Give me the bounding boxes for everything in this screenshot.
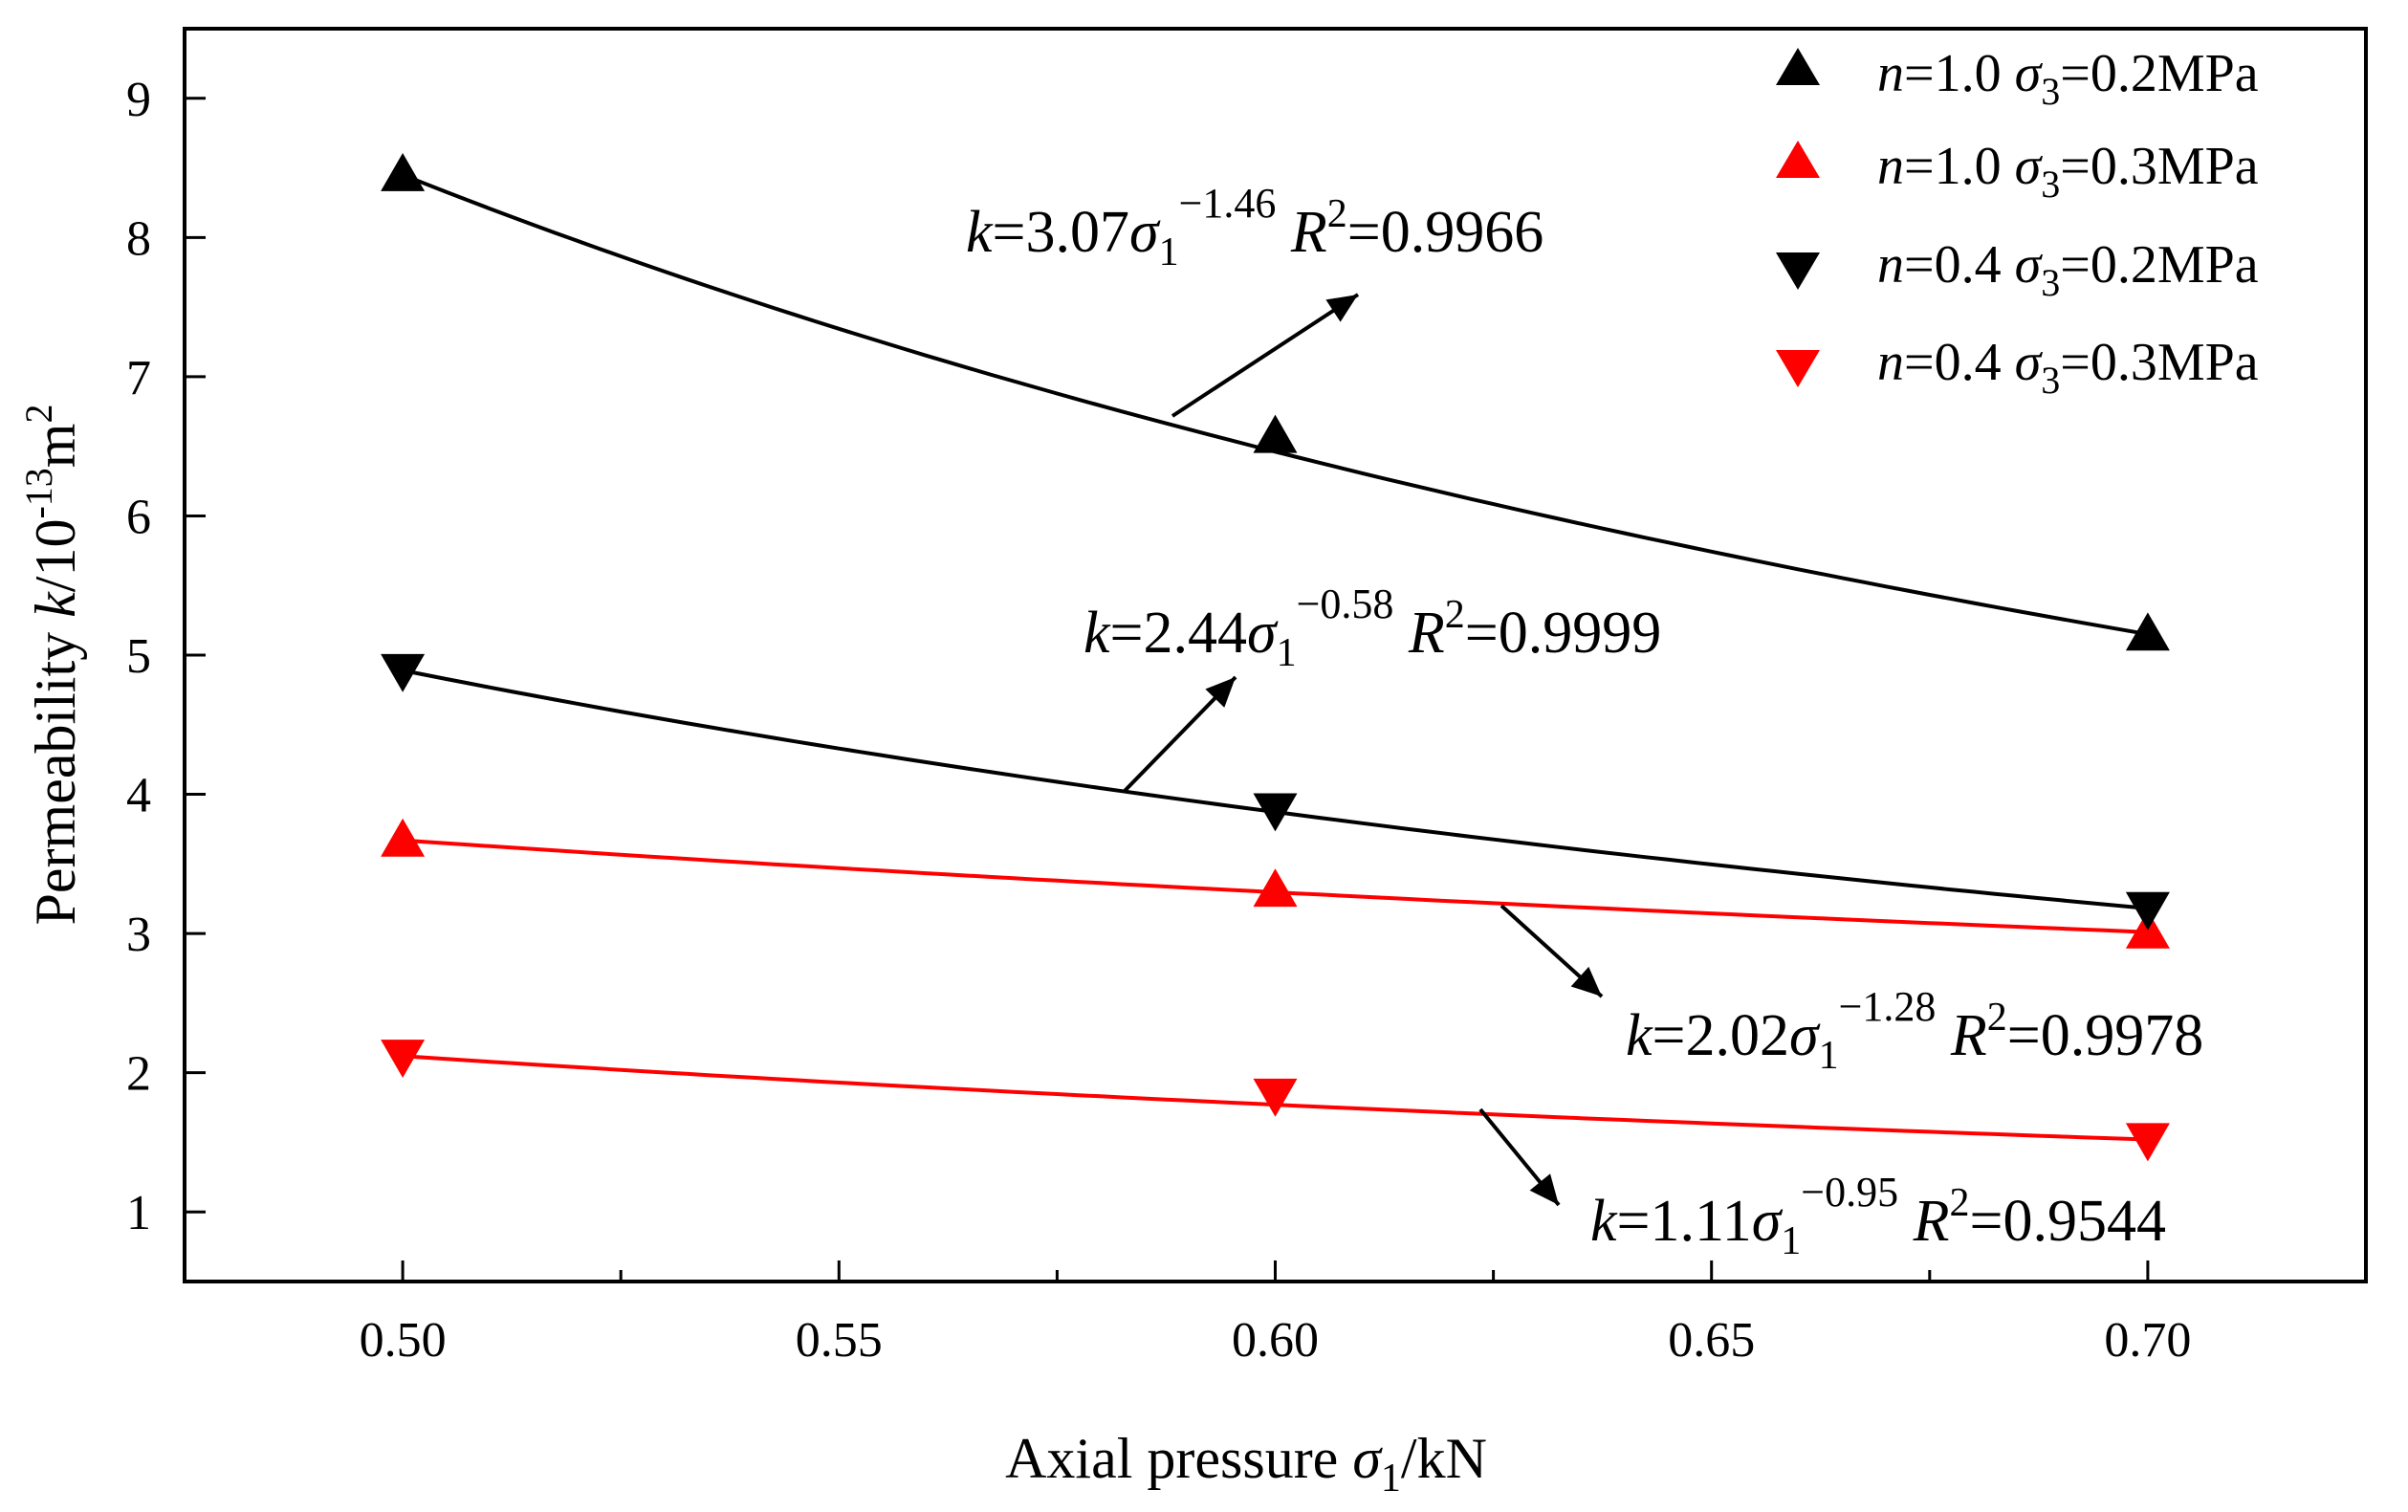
- tick-labels: 0.50 0.55 0.60 0.65 0.70 1 2 3 4 5 6 7 8 9: [126, 73, 2191, 1368]
- arrow-shaft-1: [1171, 293, 1360, 418]
- data-point-series-4-3: [2125, 1123, 2170, 1162]
- y-tick-label-0: 1: [126, 1186, 151, 1240]
- y-tick-label-8: 9: [126, 73, 151, 127]
- legend-marker-4: [1776, 350, 1820, 387]
- x-tick-label-0: 0.50: [360, 1313, 447, 1368]
- svg-text:n=1.0 σ3=0.2MPa: n=1.0 σ3=0.2MPa: [1877, 44, 2259, 113]
- y-tick-label-7: 8: [126, 211, 151, 266]
- arrow-head-3: [1570, 966, 1602, 997]
- data-point-series-2-1: [381, 818, 426, 857]
- x-axis-title: Axial pressure σ1/kN: [1005, 1427, 1487, 1501]
- y-tick-label-2: 3: [126, 908, 151, 962]
- axis-ticks: [185, 97, 2150, 1282]
- data-point-series-2-2: [1253, 868, 1298, 908]
- y-tick-label-3: 4: [126, 769, 151, 823]
- fit-equation-series-3: k=2.44σ1−0.58 R2=0.9999: [1084, 581, 1661, 675]
- data-points: [381, 153, 2170, 1162]
- x-tick-label-3: 0.65: [1668, 1313, 1755, 1368]
- fit-equation-series-4: k=1.11σ1−0.95 R2=0.9544: [1590, 1169, 2166, 1263]
- arrow-head-4: [1529, 1173, 1559, 1205]
- x-tick-label-2: 0.60: [1232, 1313, 1319, 1368]
- y-tick-label-6: 7: [126, 351, 151, 405]
- fit-equation-series-1: k=3.07σ1−1.46 R2=0.9966: [966, 180, 1543, 274]
- data-point-series-3-2: [1253, 793, 1298, 832]
- x-tick-label-1: 0.55: [796, 1313, 883, 1368]
- svg-text:n=1.0 σ3=0.3MPa: n=1.0 σ3=0.3MPa: [1877, 137, 2259, 206]
- data-point-series-3-1: [381, 653, 426, 692]
- data-point-series-1-2: [1253, 414, 1298, 453]
- x-tick-label-4: 0.70: [2104, 1313, 2191, 1368]
- legend-entry-1: n=1.0 σ3=0.2MPa: [1776, 44, 2259, 113]
- y-tick-label-4: 5: [126, 629, 151, 684]
- svg-text:n=0.4 σ3=0.3MPa: n=0.4 σ3=0.3MPa: [1877, 333, 2259, 402]
- arrow-head-1: [1325, 295, 1358, 322]
- data-point-series-1-1: [381, 153, 426, 191]
- fit-equation-series-2: k=2.02σ1−1.28 R2=0.9978: [1626, 983, 2203, 1078]
- y-tick-label-1: 2: [126, 1047, 151, 1102]
- data-point-series-4-1: [381, 1040, 426, 1078]
- legend-marker-3: [1776, 252, 1820, 290]
- annotation-arrows: [1122, 293, 1604, 1207]
- legend-marker-2: [1776, 141, 1820, 178]
- svg-text:n=0.4 σ3=0.2MPa: n=0.4 σ3=0.2MPa: [1877, 235, 2259, 304]
- legend-marker-1: [1776, 48, 1820, 85]
- arrow-head-2: [1205, 677, 1236, 708]
- legend-entry-2: n=1.0 σ3=0.3MPa: [1776, 137, 2259, 206]
- y-axis-title: Permeability k/10-13m2: [17, 405, 87, 926]
- data-point-series-3-3: [2125, 891, 2170, 931]
- data-point-series-1-3: [2125, 612, 2170, 651]
- data-point-series-4-2: [1253, 1078, 1298, 1117]
- y-tick-label-5: 6: [126, 490, 151, 544]
- legend-entry-3: n=0.4 σ3=0.2MPa: [1776, 235, 2259, 304]
- legend-entry-4: n=0.4 σ3=0.3MPa: [1776, 333, 2259, 402]
- legend: n=1.0 σ3=0.2MPa n=1.0 σ3=0.3MPa n=0.4 σ3…: [1776, 44, 2259, 402]
